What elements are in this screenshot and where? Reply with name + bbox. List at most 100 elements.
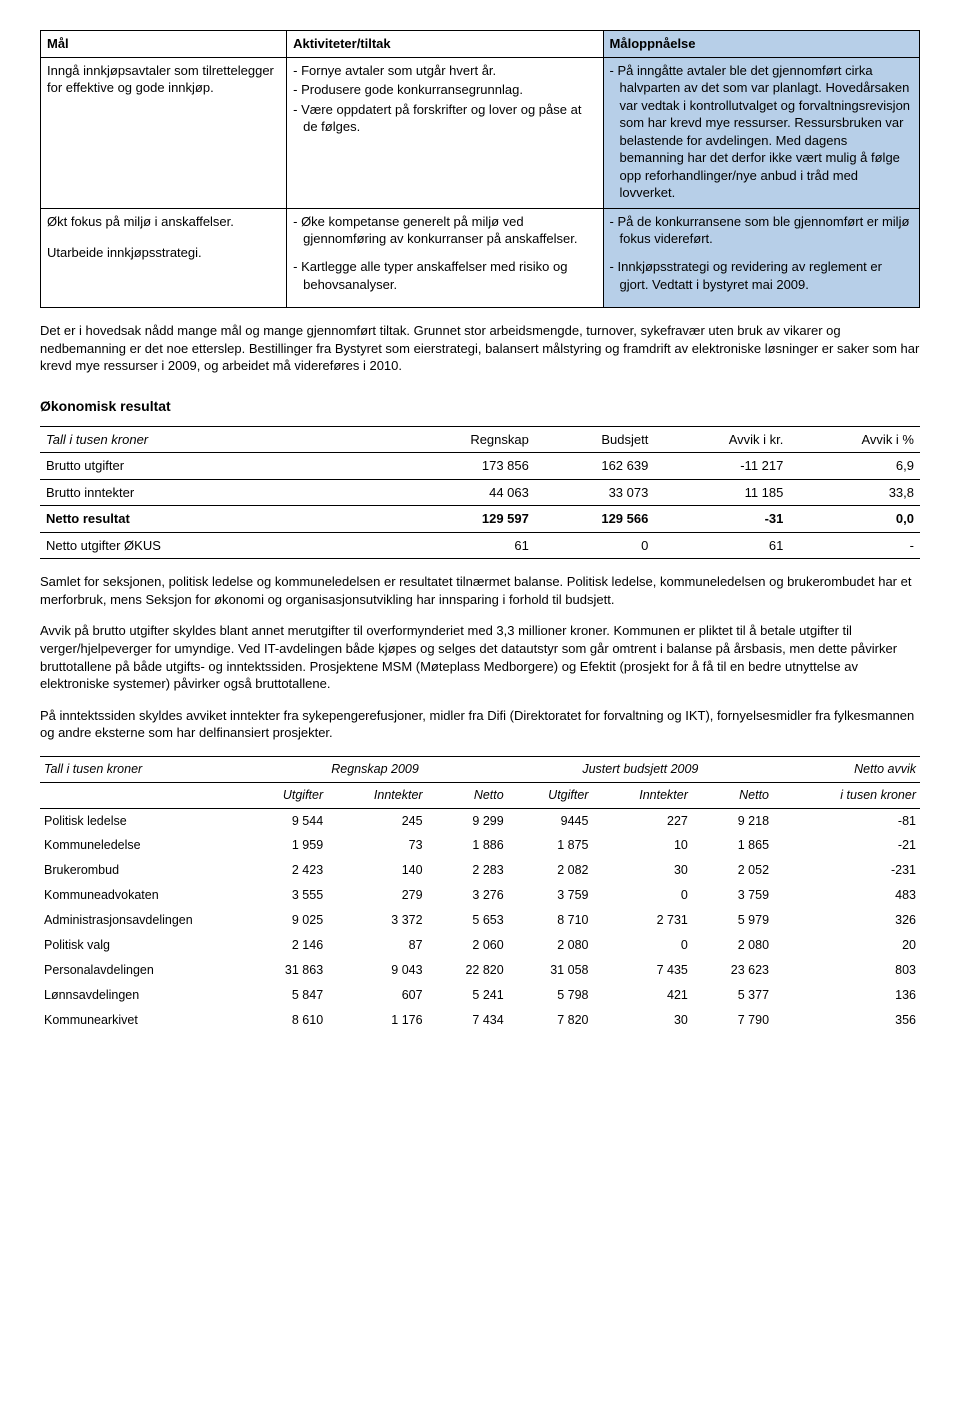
table-row: Politisk ledelse9 5442459 29994452279 21…: [40, 808, 920, 833]
th: [40, 782, 242, 808]
cell-mal-1: Inngå innkjøpsavtaler som tilrettelegger…: [41, 57, 287, 208]
list-item: Kartlegge alle typer anskaffelser med ri…: [293, 258, 596, 293]
table-row: Kommunearkivet8 6101 1767 4347 820307 79…: [40, 1008, 920, 1033]
cell-value: 10: [592, 833, 691, 858]
cell-value: 5 979: [692, 908, 773, 933]
cell-value: 2 283: [427, 858, 508, 883]
th: Budsjett: [535, 426, 654, 453]
th: i tusen kroner: [773, 782, 920, 808]
cell-value: -21: [773, 833, 920, 858]
cell-value: 22 820: [427, 958, 508, 983]
cell-value: 5 653: [427, 908, 508, 933]
cell-value: 5 798: [508, 983, 593, 1008]
cell-label: Lønnsavdelingen: [40, 983, 242, 1008]
cell-value: 9 043: [327, 958, 426, 983]
cell-label: Personalavdelingen: [40, 958, 242, 983]
th: Avvik i %: [789, 426, 920, 453]
cell-value: 2 080: [508, 933, 593, 958]
cell-value: 3 759: [508, 883, 593, 908]
th: Inntekter: [592, 782, 691, 808]
th: Tall i tusen kroner: [40, 756, 242, 782]
cell-value: 227: [592, 808, 691, 833]
cell-value: -81: [773, 808, 920, 833]
cell-value: 20: [773, 933, 920, 958]
list-item: På de konkurransene som ble gjennomført …: [610, 213, 913, 248]
th-maloppnaelse: Måloppnåelse: [603, 31, 919, 58]
th: Justert budsjett 2009: [508, 756, 773, 782]
cell-akt-2: Øke kompetanse generelt på miljø ved gje…: [287, 208, 603, 307]
th: Utgifter: [242, 782, 327, 808]
list-item: Produsere gode konkurransegrunnlag.: [293, 81, 596, 99]
th: Regnskap 2009: [242, 756, 507, 782]
cell-value: -231: [773, 858, 920, 883]
cell-value: 356: [773, 1008, 920, 1033]
cell-value: 73: [327, 833, 426, 858]
cell-value: 1 875: [508, 833, 593, 858]
list-item: Være oppdatert på forskrifter og lover o…: [293, 101, 596, 136]
cell-value: 5 377: [692, 983, 773, 1008]
cell-value: 2 080: [692, 933, 773, 958]
th: Tall i tusen kroner: [40, 426, 392, 453]
cell-mal-2: Økt fokus på miljø i anskaffelser. Utarb…: [41, 208, 287, 307]
cell-value: 136: [773, 983, 920, 1008]
cell-label: Administrasjonsavdelingen: [40, 908, 242, 933]
cell-result-2: På de konkurransene som ble gjennomført …: [603, 208, 919, 307]
cell-value: 23 623: [692, 958, 773, 983]
th-aktiviteter: Aktiviteter/tiltak: [287, 31, 603, 58]
economic-result-table: Tall i tusen kroner Regnskap Budsjett Av…: [40, 426, 920, 560]
cell-value: 5 241: [427, 983, 508, 1008]
cell-value: 1 176: [327, 1008, 426, 1033]
cell-value: 421: [592, 983, 691, 1008]
cell-value: 9 544: [242, 808, 327, 833]
goals-table: Mål Aktiviteter/tiltak Måloppnåelse Inng…: [40, 30, 920, 308]
th: Regnskap: [392, 426, 535, 453]
cell-value: 2 060: [427, 933, 508, 958]
cell-value: 2 423: [242, 858, 327, 883]
table-row: Personalavdelingen31 8639 04322 82031 05…: [40, 958, 920, 983]
budget-table: Tall i tusen kroner Regnskap 2009 Juster…: [40, 756, 920, 1033]
cell-value: 2 146: [242, 933, 327, 958]
list-item: Øke kompetanse generelt på miljø ved gje…: [293, 213, 596, 248]
th: Utgifter: [508, 782, 593, 808]
cell-value: 8 710: [508, 908, 593, 933]
cell-value: 3 759: [692, 883, 773, 908]
table-row: Kommuneadvokaten3 5552793 2763 75903 759…: [40, 883, 920, 908]
cell-value: 7 435: [592, 958, 691, 983]
cell-value: 140: [327, 858, 426, 883]
cell-label: Kommuneledelse: [40, 833, 242, 858]
table-row: Brutto utgifter 173 856 162 639 -11 217 …: [40, 453, 920, 480]
cell-value: 30: [592, 858, 691, 883]
table-row: Økt fokus på miljø i anskaffelser. Utarb…: [41, 208, 920, 307]
cell-value: 3 372: [327, 908, 426, 933]
cell-value: 326: [773, 908, 920, 933]
cell-value: 31 058: [508, 958, 593, 983]
cell-value: 803: [773, 958, 920, 983]
cell-value: 9445: [508, 808, 593, 833]
cell-value: 87: [327, 933, 426, 958]
body-paragraph-3: Avvik på brutto utgifter skyldes blant a…: [40, 622, 920, 692]
cell-value: 7 434: [427, 1008, 508, 1033]
cell-label: Politisk ledelse: [40, 808, 242, 833]
th: Netto: [427, 782, 508, 808]
table-row: Brukerombud2 4231402 2832 082302 052-231: [40, 858, 920, 883]
table-row: Netto resultat 129 597 129 566 -31 0,0: [40, 506, 920, 533]
cell-value: 31 863: [242, 958, 327, 983]
okonomisk-heading: Økonomisk resultat: [40, 397, 920, 416]
table-row: Lønnsavdelingen5 8476075 2415 7984215 37…: [40, 983, 920, 1008]
body-paragraph-4: På inntektssiden skyldes avviket inntekt…: [40, 707, 920, 742]
th-mal: Mål: [41, 31, 287, 58]
cell-value: 9 299: [427, 808, 508, 833]
mal-2b: Utarbeide innkjøpsstrategi.: [47, 244, 280, 262]
mal-2a: Økt fokus på miljø i anskaffelser.: [47, 213, 280, 231]
body-paragraph-1: Det er i hovedsak nådd mange mål og mang…: [40, 322, 920, 375]
list-item: Innkjøpsstrategi og revidering av reglem…: [610, 258, 913, 293]
cell-label: Brukerombud: [40, 858, 242, 883]
cell-value: 607: [327, 983, 426, 1008]
cell-value: 7 790: [692, 1008, 773, 1033]
list-item: På inngåtte avtaler ble det gjennomført …: [610, 62, 913, 202]
cell-value: 9 025: [242, 908, 327, 933]
cell-value: 483: [773, 883, 920, 908]
th: Inntekter: [327, 782, 426, 808]
cell-label: Politisk valg: [40, 933, 242, 958]
cell-value: 3 276: [427, 883, 508, 908]
